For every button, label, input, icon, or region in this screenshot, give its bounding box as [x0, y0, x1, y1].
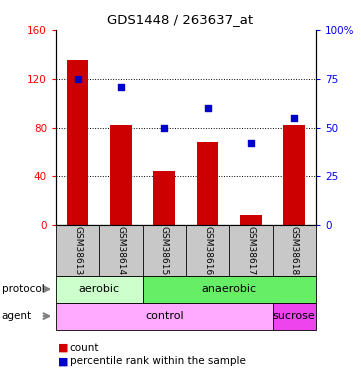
- Text: ■: ■: [58, 357, 68, 366]
- Text: GDS1448 / 263637_at: GDS1448 / 263637_at: [108, 13, 253, 26]
- Text: GSM38614: GSM38614: [117, 226, 125, 275]
- Text: agent: agent: [2, 311, 32, 321]
- Bar: [240, 215, 262, 225]
- Text: sucrose: sucrose: [273, 311, 316, 321]
- Bar: [110, 125, 132, 225]
- Text: GSM38617: GSM38617: [247, 226, 255, 275]
- Point: [205, 105, 210, 111]
- Text: anaerobic: anaerobic: [202, 284, 257, 294]
- Text: GSM38616: GSM38616: [203, 226, 212, 275]
- Text: control: control: [145, 311, 183, 321]
- Text: GSM38618: GSM38618: [290, 226, 299, 275]
- Bar: [197, 142, 218, 225]
- Point: [75, 76, 81, 82]
- Text: GSM38613: GSM38613: [73, 226, 82, 275]
- Text: GSM38615: GSM38615: [160, 226, 169, 275]
- Bar: [153, 171, 175, 225]
- Text: protocol: protocol: [2, 284, 44, 294]
- Point: [291, 115, 297, 121]
- Bar: [67, 60, 88, 225]
- Text: ■: ■: [58, 343, 68, 352]
- Point: [248, 140, 254, 146]
- Text: count: count: [70, 343, 99, 352]
- Text: aerobic: aerobic: [79, 284, 120, 294]
- Point: [161, 124, 167, 130]
- Bar: [283, 125, 305, 225]
- Text: percentile rank within the sample: percentile rank within the sample: [70, 357, 245, 366]
- Point: [118, 84, 124, 90]
